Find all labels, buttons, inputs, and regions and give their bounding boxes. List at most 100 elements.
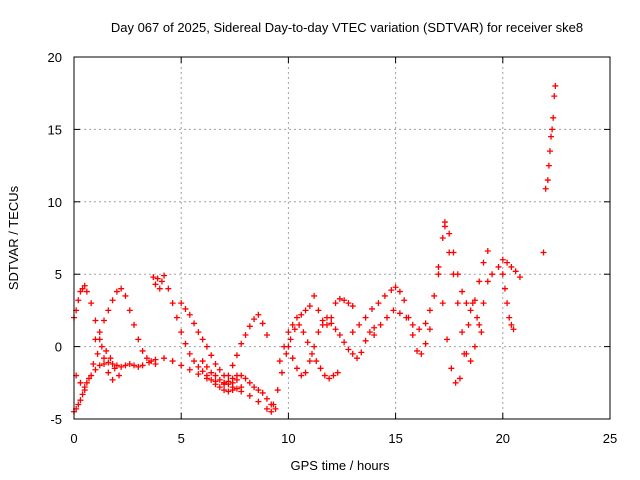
series-arc-l — [349, 284, 433, 357]
data-point — [199, 358, 206, 365]
data-point — [139, 362, 146, 369]
data-point — [323, 314, 330, 321]
data-point — [550, 114, 557, 121]
data-point — [313, 358, 320, 365]
data-point — [456, 375, 463, 382]
axis-ticks: 0 5 10 15 20 25 -5 0 5 10 15 20 — [48, 50, 618, 446]
data-point — [105, 307, 112, 314]
data-point — [81, 384, 88, 391]
data-point — [186, 366, 193, 373]
data-point — [165, 285, 172, 292]
series-arc-a — [71, 355, 275, 415]
data-point — [285, 329, 292, 336]
data-point — [259, 389, 266, 396]
data-point — [101, 360, 108, 367]
data-point — [263, 332, 270, 339]
data-point — [302, 307, 309, 314]
data-point — [439, 235, 446, 241]
series-arc-m — [371, 219, 448, 339]
data-point — [366, 329, 373, 336]
data-point — [212, 360, 219, 367]
data-point — [371, 332, 378, 339]
data-point — [552, 82, 559, 89]
data-point — [416, 326, 423, 333]
data-point — [178, 300, 185, 307]
data-point — [246, 323, 253, 330]
data-point — [392, 284, 399, 291]
x-tick-label: 0 — [70, 431, 77, 446]
data-point — [203, 343, 210, 350]
data-point — [103, 347, 110, 354]
data-point — [199, 368, 206, 375]
data-point — [105, 359, 112, 366]
data-point — [330, 372, 337, 379]
data-point — [75, 297, 82, 304]
data-point — [233, 352, 240, 359]
y-tick-label: 10 — [48, 195, 62, 210]
x-tick-label: 25 — [603, 431, 617, 446]
data-point — [431, 292, 438, 299]
data-point — [278, 369, 285, 376]
data-point — [315, 329, 322, 336]
data-point — [238, 340, 245, 347]
data-point — [109, 297, 116, 304]
data-point — [504, 300, 511, 307]
data-point — [317, 365, 324, 372]
data-point — [233, 376, 240, 383]
series-arc-i — [270, 321, 341, 408]
data-point — [302, 369, 309, 376]
data-point — [195, 371, 202, 378]
data-point — [375, 300, 382, 307]
data-point — [336, 332, 343, 339]
data-point — [510, 326, 517, 333]
data-point — [216, 376, 223, 383]
data-point — [242, 332, 249, 339]
data-point — [444, 336, 451, 343]
data-point — [499, 256, 506, 263]
data-point — [208, 369, 215, 376]
data-point — [506, 314, 513, 321]
data-point — [135, 363, 142, 370]
data-point — [161, 272, 168, 279]
data-point — [478, 329, 485, 336]
data-point — [341, 297, 348, 304]
data-point — [178, 329, 185, 336]
data-point — [409, 332, 416, 339]
data-point — [208, 376, 215, 383]
data-point — [549, 126, 556, 133]
data-point — [377, 321, 384, 328]
data-point — [544, 177, 551, 184]
data-point — [334, 369, 341, 376]
data-point — [246, 392, 253, 399]
data-point — [77, 379, 84, 386]
data-point — [349, 329, 356, 336]
data-point — [229, 387, 236, 394]
data-point — [463, 350, 470, 357]
data-point — [426, 307, 433, 314]
x-tick-label: 20 — [496, 431, 510, 446]
data-point — [113, 288, 120, 295]
data-point — [362, 314, 369, 321]
data-point — [229, 362, 236, 369]
data-point — [186, 350, 193, 357]
data-point — [111, 365, 118, 372]
data-point — [336, 295, 343, 302]
data-point — [135, 336, 142, 343]
data-point — [358, 349, 365, 356]
data-point — [173, 314, 180, 321]
data-point — [131, 321, 138, 328]
data-point — [484, 278, 491, 285]
grid-lines — [74, 57, 610, 419]
data-point — [546, 148, 553, 155]
data-point — [467, 358, 474, 365]
series-arc-e — [150, 272, 245, 395]
data-point — [289, 355, 296, 362]
data-point — [463, 300, 470, 307]
data-point — [480, 300, 487, 307]
data-point — [178, 362, 185, 369]
data-point — [143, 355, 150, 362]
data-point — [388, 287, 395, 294]
y-tick-label: -5 — [50, 412, 62, 427]
data-point — [304, 339, 311, 346]
data-point — [79, 391, 86, 398]
